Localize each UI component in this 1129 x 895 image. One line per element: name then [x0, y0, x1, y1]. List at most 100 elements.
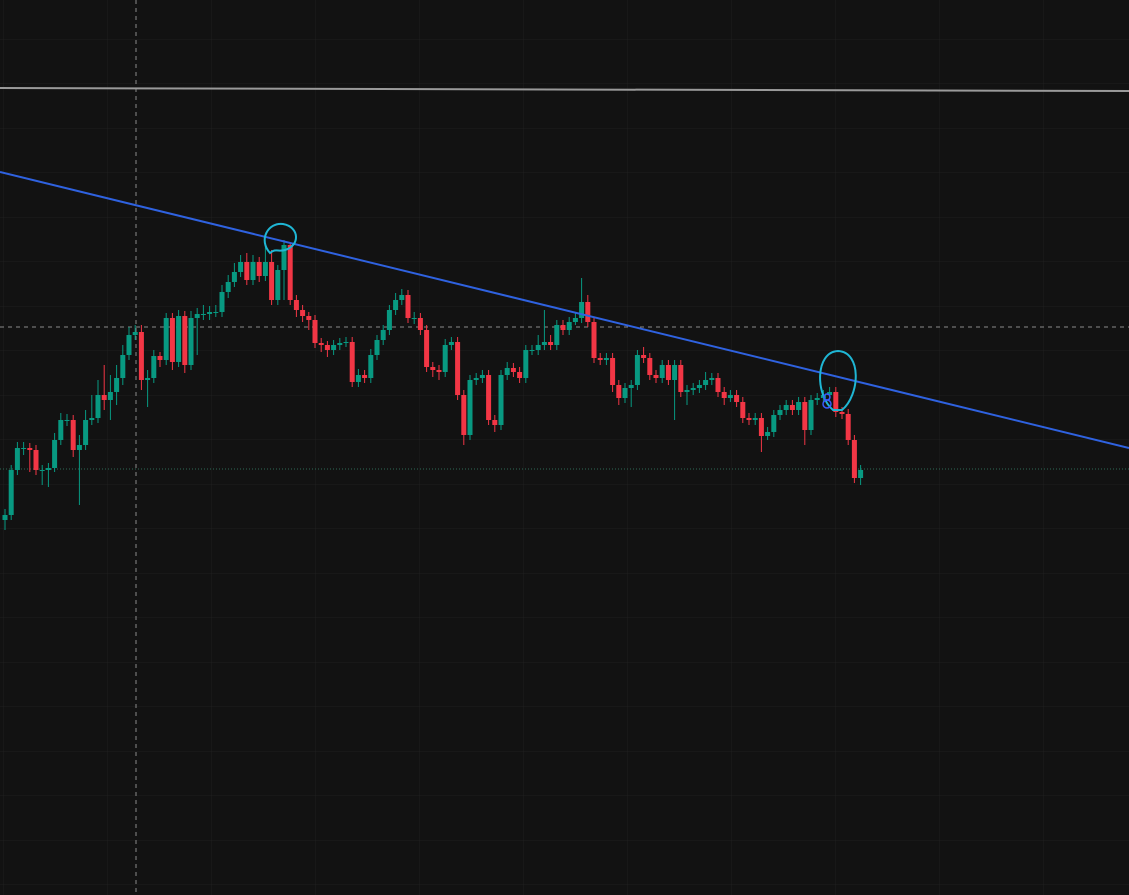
- candle-body: [39, 470, 45, 471]
- candle-body: [169, 318, 175, 362]
- candle-body: [554, 325, 560, 345]
- candle-body: [343, 342, 349, 343]
- candle-body: [318, 343, 324, 345]
- candle-body: [727, 395, 733, 398]
- candle-body: [250, 262, 256, 280]
- candle-body: [374, 340, 380, 355]
- candle-body: [486, 375, 492, 420]
- candle-body: [368, 355, 374, 378]
- candle-body: [256, 262, 262, 276]
- candle-body: [436, 370, 442, 372]
- candle-body: [275, 270, 281, 300]
- candle-body: [535, 345, 541, 350]
- candle-body: [132, 332, 138, 335]
- candle-body: [182, 316, 188, 365]
- candle-body: [176, 316, 182, 362]
- highlight-circle: [819, 349, 857, 411]
- candle-body: [585, 302, 591, 322]
- candle-body: [138, 332, 144, 380]
- candle-body: [58, 420, 64, 440]
- candle-body: [591, 322, 597, 358]
- candle-body: [194, 314, 200, 318]
- candle-body: [467, 380, 473, 435]
- candle-body: [76, 445, 82, 450]
- candle-body: [27, 448, 33, 450]
- candle-body: [101, 395, 107, 400]
- candle-body: [560, 325, 566, 330]
- candle-body: [399, 295, 405, 300]
- candle-body: [89, 418, 95, 420]
- candle-body: [746, 418, 752, 420]
- candle-body: [634, 355, 640, 385]
- candle-body: [789, 405, 795, 410]
- trend-line: [0, 171, 1129, 449]
- candle-body: [213, 312, 219, 313]
- candle-body: [21, 448, 27, 449]
- candle-body: [684, 390, 690, 392]
- candle-body: [126, 335, 132, 355]
- candle-body: [95, 395, 101, 418]
- candle-body: [715, 378, 721, 392]
- candle-body: [442, 345, 448, 372]
- candle-body: [734, 395, 740, 402]
- candle-body: [802, 402, 808, 430]
- candle-body: [163, 318, 169, 360]
- candle-body: [33, 450, 39, 470]
- candle-body: [114, 378, 120, 392]
- candle-body: [244, 262, 250, 280]
- candle-body: [225, 282, 231, 292]
- candle-body: [814, 398, 820, 400]
- candle-body: [622, 388, 628, 398]
- candle-body: [572, 318, 578, 322]
- candle-body: [380, 330, 386, 340]
- candle-body: [70, 420, 76, 450]
- candle-body: [157, 356, 163, 360]
- candle-body: [306, 316, 312, 320]
- candle-body: [293, 300, 299, 310]
- candle-body: [647, 358, 653, 375]
- candle-body: [14, 448, 20, 470]
- candle-body: [529, 350, 535, 351]
- candle-body: [349, 342, 355, 382]
- candle-body: [393, 300, 399, 310]
- candle-body: [45, 468, 51, 470]
- candle-body: [219, 292, 225, 312]
- candle-body: [207, 312, 213, 314]
- candles: [2, 240, 864, 530]
- candle-body: [845, 414, 851, 440]
- candle-body: [461, 395, 467, 435]
- candle-body: [120, 355, 126, 378]
- candle-body: [405, 295, 411, 318]
- candle-body: [765, 432, 771, 436]
- candle-body: [678, 365, 684, 392]
- candle-body: [188, 318, 194, 365]
- candle-body: [548, 342, 554, 345]
- candle-body: [386, 310, 392, 330]
- candle-body: [145, 378, 151, 380]
- candle-body: [510, 368, 516, 372]
- candle-body: [417, 318, 423, 330]
- candle-body: [8, 470, 14, 515]
- candle-body: [479, 375, 485, 378]
- candle-body: [672, 365, 678, 380]
- candle-body: [752, 418, 758, 420]
- candle-body: [523, 350, 529, 378]
- candle-body: [269, 262, 275, 300]
- candle-body: [653, 375, 659, 378]
- candle-body: [709, 378, 715, 380]
- candle-body: [355, 375, 361, 382]
- horizontal-ray: [0, 87, 1129, 92]
- candle-body: [808, 400, 814, 430]
- candle-body: [238, 262, 244, 272]
- candle-body: [641, 355, 647, 358]
- candle-body: [473, 378, 479, 380]
- candle-body: [498, 375, 504, 425]
- candle-body: [703, 380, 709, 385]
- candle-body: [424, 330, 430, 367]
- candle-body: [696, 385, 702, 388]
- candle-body: [331, 345, 337, 350]
- candle-body: [52, 440, 58, 468]
- candle-body: [603, 358, 609, 360]
